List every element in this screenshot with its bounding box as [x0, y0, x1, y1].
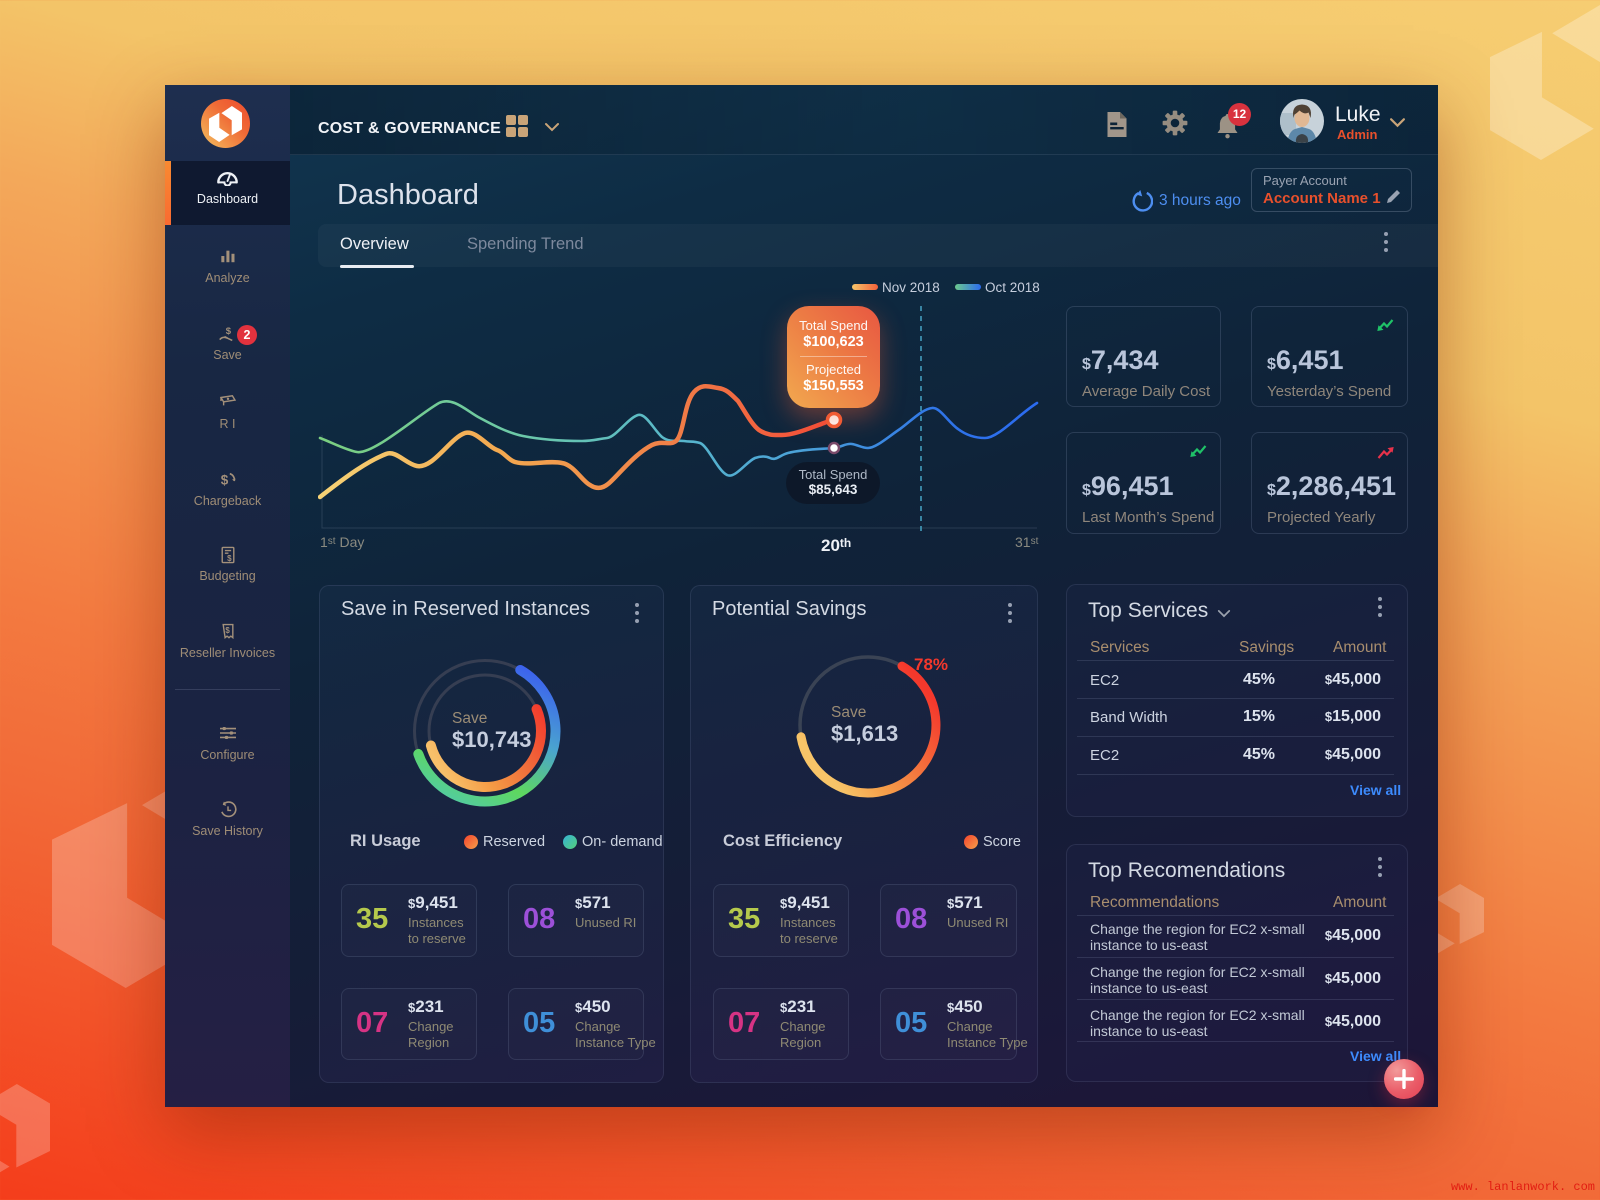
svg-text:$: $: [225, 626, 230, 635]
svg-text:Oct 2018: Oct 2018: [985, 280, 1040, 295]
svg-text:$10,743: $10,743: [452, 727, 532, 752]
svg-text:Save: Save: [452, 710, 487, 727]
svg-text:78%: 78%: [914, 655, 948, 674]
svg-text:$1,613: $1,613: [831, 721, 898, 746]
svg-text:31st: 31st: [1015, 534, 1039, 550]
svg-text:1st Day: 1st Day: [320, 534, 364, 550]
svg-text:$: $: [226, 326, 232, 337]
svg-text:$: $: [220, 473, 228, 488]
svg-text:20th: 20th: [821, 536, 851, 555]
svg-text:Nov 2018: Nov 2018: [882, 280, 940, 295]
svg-text:$: $: [227, 554, 232, 563]
svg-text:Save: Save: [831, 704, 866, 721]
